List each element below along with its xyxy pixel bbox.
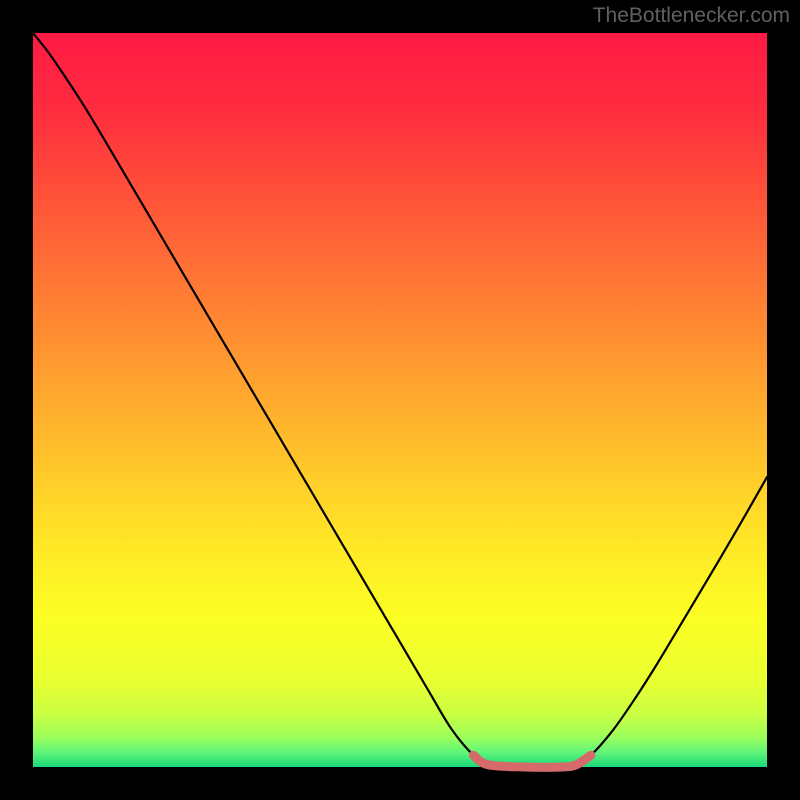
attribution-text: TheBottlenecker.com	[593, 4, 790, 28]
chart-canvas: TheBottlenecker.com	[0, 0, 800, 800]
plot-background	[33, 33, 767, 767]
chart-svg	[0, 0, 800, 800]
